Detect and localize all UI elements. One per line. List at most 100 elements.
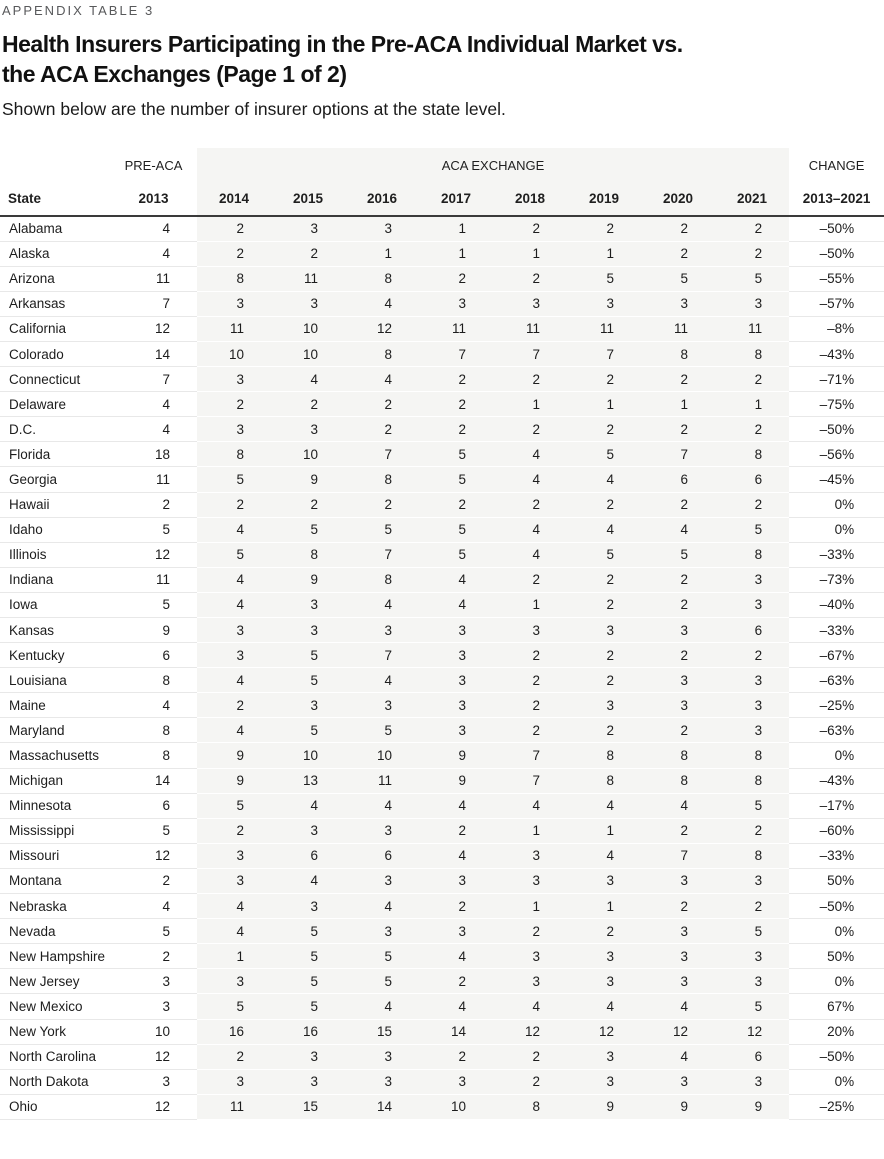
aca-2017-cell: 1 [419, 216, 493, 242]
change-cell: –40% [789, 592, 884, 619]
aca-2019-cell: 8 [567, 768, 641, 794]
aca-2016-cell: 4 [345, 366, 419, 393]
aca-2020-cell: 2 [641, 567, 715, 593]
aca-2017-cell: 4 [419, 993, 493, 1020]
change-cell: –25% [789, 1094, 884, 1120]
aca-2017-cell: 7 [419, 341, 493, 368]
aca-2017-cell: 3 [419, 667, 493, 694]
aca-2019-cell: 3 [567, 943, 641, 970]
aca-2020-cell: 11 [641, 316, 715, 342]
aca-2021-cell: 3 [715, 291, 790, 317]
aca-2019-cell: 2 [567, 416, 641, 443]
state-cell: New York [0, 1019, 110, 1045]
aca-2021-cell: 2 [715, 366, 790, 393]
aca-2016-cell: 4 [345, 993, 419, 1020]
state-cell: Indiana [0, 567, 110, 593]
pre-aca-2013-cell: 3 [110, 993, 197, 1020]
table-row: Iowa 5 4 3 4 4 1 2 2 3 –40% [0, 592, 884, 619]
change-cell: 67% [789, 993, 884, 1020]
aca-2019-cell: 4 [567, 993, 641, 1020]
aca-2015-cell: 10 [271, 441, 345, 468]
table-row: New York 10 16 16 15 14 12 12 12 12 20% [0, 1019, 884, 1045]
aca-2019-cell: 3 [567, 1069, 641, 1095]
aca-2017-cell: 5 [419, 466, 493, 493]
change-cell: –50% [789, 216, 884, 242]
aca-2016-cell: 4 [345, 793, 419, 819]
aca-2018-cell: 3 [493, 943, 567, 970]
state-cell: Maine [0, 692, 110, 719]
table-row: Louisiana 8 4 5 4 3 2 2 3 3 –63% [0, 667, 884, 694]
aca-2014-cell: 2 [197, 241, 271, 267]
aca-2014-cell: 8 [197, 441, 271, 468]
change-cell: –71% [789, 366, 884, 393]
pre-aca-2013-cell: 12 [110, 1044, 197, 1070]
aca-2021-cell: 8 [715, 542, 790, 568]
aca-2020-cell: 3 [641, 291, 715, 317]
aca-2016-cell: 8 [345, 341, 419, 368]
aca-2019-cell: 3 [567, 1044, 641, 1070]
change-cell: –45% [789, 466, 884, 493]
aca-2021-cell: 6 [715, 466, 790, 493]
aca-2020-cell: 3 [641, 667, 715, 694]
aca-2021-cell: 3 [715, 1069, 790, 1095]
aca-2016-cell: 3 [345, 818, 419, 844]
pre-aca-2013-cell: 9 [110, 617, 197, 644]
aca-2018-cell: 7 [493, 742, 567, 769]
aca-2020-cell: 2 [641, 492, 715, 518]
change-cell: –75% [789, 391, 884, 418]
state-cell: Minnesota [0, 793, 110, 819]
aca-2019-cell: 1 [567, 893, 641, 920]
aca-2014-cell: 4 [197, 592, 271, 619]
aca-2018-cell: 2 [493, 266, 567, 292]
group-header-change: CHANGE [808, 157, 865, 173]
column-header-2019: 2019 [567, 182, 641, 217]
pre-aca-2013-cell: 8 [110, 742, 197, 769]
aca-2017-cell: 2 [419, 492, 493, 518]
aca-2015-cell: 8 [271, 542, 345, 568]
group-header-aca-exchange: ACA EXCHANGE [197, 148, 790, 182]
aca-2019-cell: 2 [567, 642, 641, 669]
state-cell: Arkansas [0, 291, 110, 317]
aca-2016-cell: 7 [345, 441, 419, 468]
aca-2021-cell: 5 [715, 793, 790, 819]
aca-2019-cell: 2 [567, 717, 641, 744]
aca-2016-cell: 5 [345, 968, 419, 995]
aca-2018-cell: 2 [493, 717, 567, 744]
change-cell: –33% [789, 542, 884, 568]
change-cell: –50% [789, 241, 884, 267]
aca-2020-cell: 2 [641, 416, 715, 443]
aca-2021-cell: 8 [715, 843, 790, 869]
state-cell: Missouri [0, 843, 110, 869]
pre-aca-2013-cell: 4 [110, 893, 197, 920]
aca-2014-cell: 8 [197, 266, 271, 292]
aca-2020-cell: 3 [641, 868, 715, 895]
change-cell: 0% [789, 742, 884, 769]
aca-2016-cell: 7 [345, 542, 419, 568]
group-header-spacer [0, 148, 110, 182]
aca-2017-cell: 4 [419, 943, 493, 970]
state-cell: Montana [0, 868, 110, 895]
aca-2020-cell: 2 [641, 818, 715, 844]
state-cell: North Dakota [0, 1069, 110, 1095]
state-cell: Connecticut [0, 366, 110, 393]
aca-2018-cell: 4 [493, 993, 567, 1020]
aca-2015-cell: 5 [271, 717, 345, 744]
aca-2017-cell: 5 [419, 542, 493, 568]
table-row: Massachusetts 8 9 10 10 9 7 8 8 8 0% [0, 742, 884, 769]
aca-2016-cell: 3 [345, 1069, 419, 1095]
aca-2021-cell: 3 [715, 968, 790, 995]
aca-2014-cell: 5 [197, 466, 271, 493]
change-cell: –33% [789, 617, 884, 644]
aca-2015-cell: 3 [271, 592, 345, 619]
aca-2016-cell: 3 [345, 216, 419, 242]
aca-2014-cell: 4 [197, 517, 271, 543]
aca-2014-cell: 2 [197, 818, 271, 844]
document-header: APPENDIX TABLE 3 Health Insurers Partici… [0, 0, 884, 120]
aca-2021-cell: 6 [715, 1044, 790, 1070]
aca-2014-cell: 3 [197, 1069, 271, 1095]
aca-2014-cell: 2 [197, 1044, 271, 1070]
state-cell: Maryland [0, 717, 110, 744]
aca-2017-cell: 3 [419, 291, 493, 317]
aca-2016-cell: 8 [345, 466, 419, 493]
state-cell: North Carolina [0, 1044, 110, 1070]
